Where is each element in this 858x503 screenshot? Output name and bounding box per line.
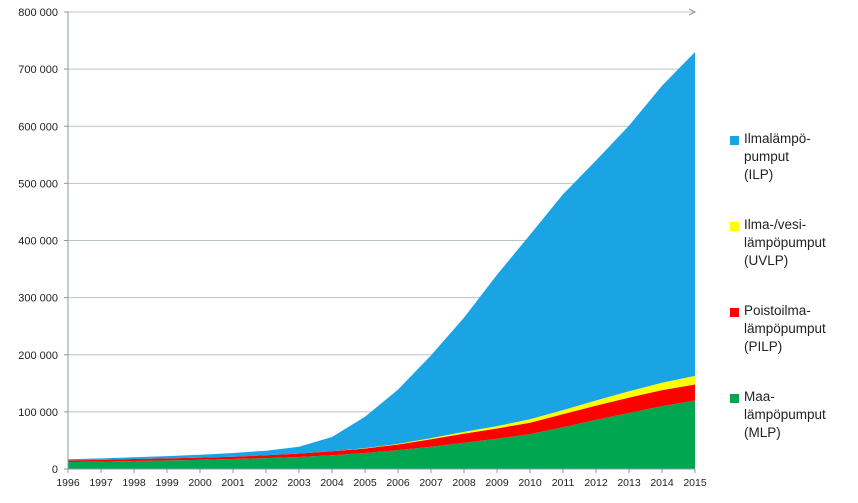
x-tick-label: 2008: [452, 477, 476, 489]
x-tick-label: 2014: [650, 477, 674, 489]
axes: [64, 8, 697, 473]
x-tick-label: 2002: [254, 477, 278, 489]
legend-swatch: [730, 394, 739, 403]
legend-label: Ilmalämpö- pumput (ILP): [744, 131, 811, 182]
x-tick-label: 2012: [584, 477, 608, 489]
y-tick-label: 800 000: [18, 7, 58, 19]
arrow-icon: [688, 8, 697, 16]
y-tick-label: 600 000: [18, 121, 58, 133]
legend-label: Poistoilma- lämpöpumput (PILP): [744, 303, 826, 354]
x-tick-label: 2011: [552, 477, 575, 489]
x-tick-label: 2004: [320, 477, 344, 489]
area-series-1: [68, 384, 695, 463]
y-tick-label: 700 000: [18, 64, 58, 76]
area-series-0: [68, 400, 695, 469]
x-tick-label: 2003: [287, 477, 311, 489]
area-series-3: [68, 51, 695, 461]
y-tick-label: 400 000: [18, 236, 58, 248]
x-tick-label: 1996: [56, 477, 80, 489]
legend-label: Ilma-/vesi- lämpöpumput (UVLP): [744, 217, 826, 268]
y-tick-label: 200 000: [18, 350, 58, 362]
x-tick-label: 2001: [221, 477, 245, 489]
x-tick-label: 2015: [683, 477, 707, 489]
x-tick-label: 2000: [188, 477, 212, 489]
legend-swatch: [730, 136, 739, 145]
x-tick-label: 2013: [617, 477, 641, 489]
y-tick-label: 100 000: [18, 407, 58, 419]
y-tick-label: 300 000: [18, 293, 58, 305]
x-tick-label: 1998: [122, 477, 146, 489]
x-tick-label: 2009: [485, 477, 509, 489]
x-tick-label: 2010: [518, 477, 542, 489]
x-tick-label: 1997: [89, 477, 113, 489]
legend-label: Maa- lämpöpumput (MLP): [744, 389, 826, 440]
y-tick-label: 0: [52, 464, 58, 476]
area-series: [68, 51, 695, 469]
x-tick-labels: 1996 1997 1998 1999 2000 2001 2002 2003 2004 2005…: [56, 477, 707, 489]
x-tick-label: 2007: [419, 477, 443, 489]
grid-lines: [68, 11, 695, 413]
x-tick-label: 1999: [155, 477, 179, 489]
y-tick-labels: 0 100 000 200 000 300 000 400 000 500 000 600 …: [18, 7, 58, 476]
y-tick-label: 500 000: [18, 178, 58, 190]
x-tick-label: 2006: [386, 477, 410, 489]
legend-swatch: [730, 222, 739, 231]
x-tick-label: 2005: [353, 477, 377, 489]
legend-swatch: [730, 308, 739, 317]
